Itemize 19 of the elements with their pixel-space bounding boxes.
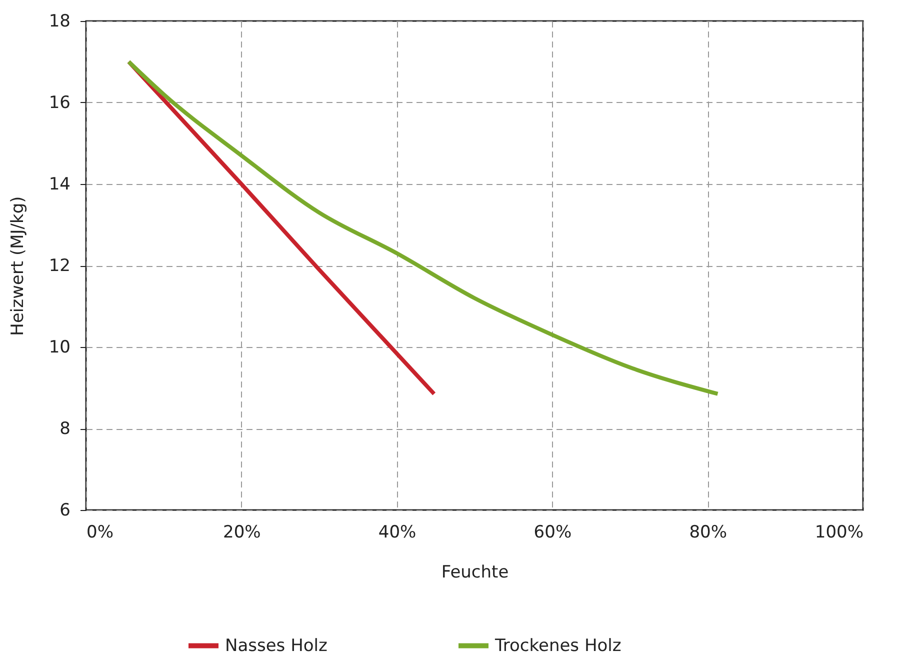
y-tick-label: 6 xyxy=(60,500,70,520)
x-tick-label: 100% xyxy=(814,522,864,542)
y-tick-label: 18 xyxy=(48,12,70,32)
legend-label: Nasses Holz xyxy=(225,636,328,654)
line-series xyxy=(126,60,436,396)
y-tick-label: 14 xyxy=(48,174,70,194)
x-tick-label: 0% xyxy=(86,522,114,542)
x-tick-label: 80% xyxy=(689,522,727,542)
x-axis-title: Feuchte xyxy=(441,562,509,582)
y-tick-label: 12 xyxy=(48,256,70,276)
y-tick-label: 16 xyxy=(48,93,70,113)
line-series xyxy=(126,60,720,396)
x-tick-label: 40% xyxy=(378,522,416,542)
y-axis-title: Heizwert (MJ/kg) xyxy=(8,196,28,336)
y-tick-label: 8 xyxy=(60,419,70,439)
y-tick-label: 10 xyxy=(48,338,70,358)
x-tick-label: 20% xyxy=(223,522,261,542)
x-tick-label: 60% xyxy=(534,522,572,542)
legend-label: Trockenes Holz xyxy=(494,636,622,654)
